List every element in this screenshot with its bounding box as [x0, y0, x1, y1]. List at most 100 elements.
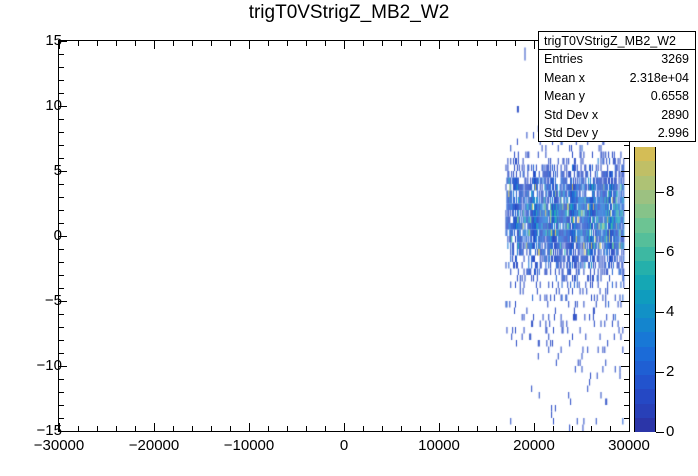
y-axis-minor-tick — [59, 67, 64, 68]
statistics-row: Mean x 2.318e+04 — [539, 69, 695, 88]
color-palette-band — [634, 247, 656, 261]
z-axis-tick-label: 4 — [666, 303, 675, 320]
x-axis-minor-tick-top — [97, 41, 98, 46]
color-palette-band — [634, 318, 656, 332]
y-axis-major-tick — [59, 301, 67, 302]
statistics-key: Std Dev x — [544, 107, 599, 122]
color-palette-band — [634, 261, 656, 275]
y-axis-minor-tick-right — [624, 353, 629, 354]
x-axis-minor-tick-top — [211, 41, 212, 46]
y-axis-major-tick — [59, 366, 67, 367]
x-axis-tick-label: 10000 — [418, 437, 460, 454]
x-axis-minor-tick — [325, 426, 326, 431]
y-axis-minor-tick — [59, 54, 64, 55]
statistics-key: Mean x — [544, 70, 585, 85]
color-palette-band — [634, 304, 656, 318]
y-axis-minor-tick — [59, 80, 64, 81]
statistics-key: Mean y — [544, 89, 585, 103]
x-axis-minor-tick-top — [420, 41, 421, 46]
x-axis-major-tick-top — [439, 41, 440, 49]
color-palette-band — [634, 290, 656, 304]
color-palette-band — [634, 218, 656, 233]
statistics-row: Std Dev y 2.996 — [539, 124, 695, 143]
z-axis-tick-label: 2 — [666, 363, 675, 380]
x-axis-minor-tick — [78, 426, 79, 431]
y-axis-minor-tick-right — [624, 327, 629, 328]
y-axis-minor-tick-right — [624, 262, 629, 263]
x-axis-minor-tick — [268, 426, 269, 431]
x-axis-minor-tick-top — [306, 41, 307, 46]
x-axis-major-tick-top — [344, 41, 345, 49]
y-axis-minor-tick — [59, 353, 64, 354]
x-axis-major-tick-top — [59, 41, 60, 49]
y-axis-minor-tick — [59, 275, 64, 276]
statistics-box-title: trigT0VStrigZ_MB2_W2 — [539, 32, 695, 50]
y-axis-minor-tick-right — [624, 210, 629, 211]
y-axis-minor-tick — [59, 197, 64, 198]
x-axis-minor-tick-top — [268, 41, 269, 46]
x-axis-minor-tick — [515, 426, 516, 431]
z-axis-tick — [656, 312, 664, 313]
x-axis-major-tick-top — [154, 41, 155, 49]
page-title: trigT0VStrigZ_MB2_W2 — [248, 2, 450, 23]
x-axis-minor-tick — [553, 426, 554, 431]
x-axis-major-tick — [439, 423, 440, 431]
y-axis-tick-label: −15 — [36, 422, 62, 439]
y-axis-minor-tick — [59, 340, 64, 341]
statistics-value: 2.996 — [657, 126, 689, 140]
y-axis-tick-label: 15 — [45, 32, 62, 49]
y-axis-minor-tick-right — [624, 249, 629, 250]
x-axis-tick-label: 20000 — [513, 437, 555, 454]
statistics-value: 0.6558 — [650, 89, 689, 103]
x-axis-minor-tick-top — [116, 41, 117, 46]
x-axis-minor-tick-top — [496, 41, 497, 46]
statistics-rows: Entries 3269 Mean x 2.318e+04 Mean y 0.6558 St… — [539, 50, 695, 143]
histogram-plot-area — [59, 41, 629, 431]
x-axis-tick-label: −10000 — [223, 437, 275, 454]
y-axis-minor-tick-right — [624, 340, 629, 341]
color-palette-bar — [634, 147, 656, 432]
y-axis-tick-label: −10 — [36, 357, 62, 374]
y-axis-minor-tick — [59, 379, 64, 380]
z-axis-tick — [656, 372, 664, 373]
y-axis-minor-tick — [59, 262, 64, 263]
y-axis-minor-tick-right — [624, 379, 629, 380]
color-palette-band — [634, 204, 656, 218]
x-axis-minor-tick-top — [382, 41, 383, 46]
z-axis-tick — [656, 432, 664, 433]
x-axis-minor-tick — [382, 426, 383, 431]
x-axis-minor-tick — [192, 426, 193, 431]
statistics-key: Entries — [544, 52, 583, 66]
color-palette-band — [634, 233, 656, 247]
x-axis-minor-tick — [458, 426, 459, 431]
z-axis-tick-label: 8 — [666, 183, 675, 200]
x-axis-minor-tick-top — [515, 41, 516, 46]
x-axis-major-tick — [344, 423, 345, 431]
y-axis-minor-tick — [59, 93, 64, 94]
y-axis-minor-tick — [59, 327, 64, 328]
statistics-box[interactable]: trigT0VStrigZ_MB2_W2 Entries 3269 Mean x 2.… — [538, 31, 696, 142]
x-axis-major-tick — [59, 423, 60, 431]
y-axis-major-tick-right — [621, 301, 629, 302]
x-axis-tick-label: 30000 — [608, 437, 650, 454]
x-axis-minor-tick — [287, 426, 288, 431]
statistics-value: 2890 — [661, 107, 689, 122]
y-axis-minor-tick-right — [624, 145, 629, 146]
y-axis-major-tick — [59, 41, 67, 42]
z-axis-tick — [656, 192, 664, 193]
y-axis-major-tick-right — [621, 236, 629, 237]
y-axis-minor-tick — [59, 249, 64, 250]
x-axis-minor-tick-top — [363, 41, 364, 46]
x-axis-major-tick — [534, 423, 535, 431]
y-axis-minor-tick-right — [624, 314, 629, 315]
y-axis-minor-tick-right — [624, 223, 629, 224]
y-axis-tick-label: 10 — [45, 97, 62, 114]
y-axis-major-tick — [59, 171, 67, 172]
x-axis-minor-tick — [496, 426, 497, 431]
y-axis-minor-tick — [59, 145, 64, 146]
x-axis-major-tick — [629, 423, 630, 431]
y-axis-major-tick — [59, 431, 67, 432]
x-axis-tick-label: 0 — [339, 437, 349, 454]
x-axis-minor-tick — [477, 426, 478, 431]
